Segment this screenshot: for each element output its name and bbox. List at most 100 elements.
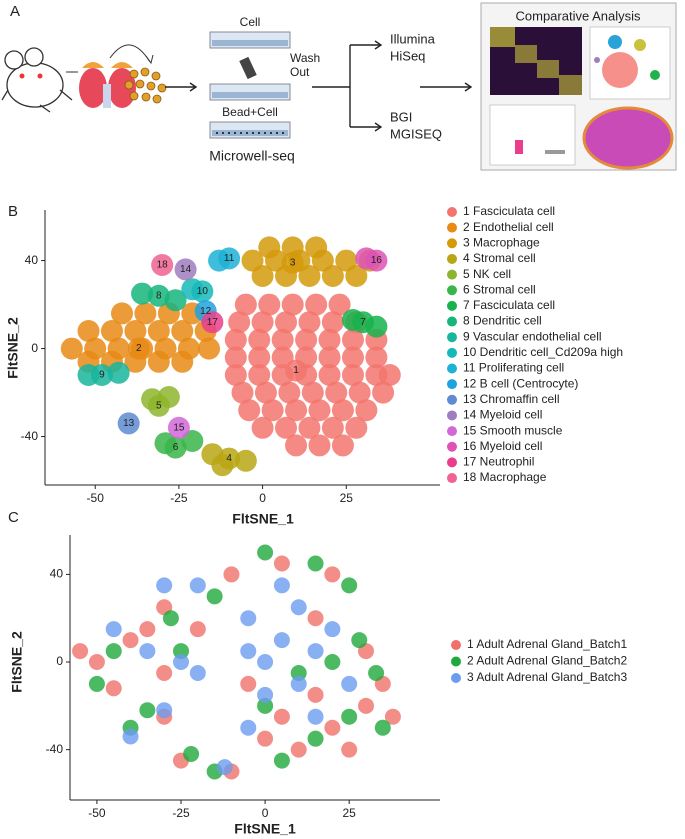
cell-cluster-point — [285, 434, 308, 457]
cell-cluster-point — [301, 381, 324, 404]
legend-swatch — [447, 473, 457, 484]
panel-a: A Cell — [1, 2, 677, 171]
cell-cluster-point — [139, 621, 156, 638]
cell-cluster-point — [154, 432, 177, 455]
cell-cluster-point — [341, 309, 364, 331]
arrow — [109, 44, 151, 63]
cell-cluster-point — [107, 361, 130, 384]
cell-cluster-point — [308, 399, 331, 422]
cell-cluster-point — [307, 643, 324, 660]
cell-cluster-point — [331, 399, 354, 422]
cell-cluster-point — [331, 434, 354, 457]
cell-cluster-point — [238, 399, 261, 422]
legend-label: 10 Dendritic cell_Cd209a high — [463, 345, 623, 359]
cell-cluster-point — [321, 416, 344, 439]
cell-cluster-point — [234, 449, 257, 472]
cell-cluster-point — [224, 364, 247, 386]
y-tick-label: -40 — [46, 742, 64, 756]
cluster-label: 10 — [197, 286, 209, 297]
cell-cluster-point — [231, 381, 254, 404]
cluster-label: 11 — [224, 253, 235, 264]
cell-cluster-point — [384, 708, 401, 725]
cell-cluster-point — [240, 610, 257, 627]
legend-swatch — [447, 379, 457, 390]
x-tick-label: 25 — [343, 806, 357, 820]
cell-cluster-point — [318, 328, 341, 351]
cell-cluster-point — [248, 364, 271, 386]
cluster-label: 16 — [371, 255, 383, 266]
cell-cluster-point — [307, 610, 324, 627]
cell-cluster-point — [298, 311, 321, 334]
cell-cluster-point — [341, 346, 364, 369]
cell-cluster-point — [290, 741, 307, 758]
cell-cluster-point — [355, 399, 378, 422]
legend-swatch — [447, 347, 457, 358]
cell-cluster-point — [189, 577, 206, 594]
cell-cluster-point — [189, 664, 206, 681]
bead-label: Bead+Cell — [222, 105, 278, 119]
x-tick-label: -50 — [88, 806, 106, 820]
cell-cluster-point — [341, 364, 364, 386]
cell-cluster-point — [295, 346, 318, 369]
cell-cluster-point — [134, 302, 157, 325]
cluster-label: 4 — [226, 453, 232, 464]
plot-area — [60, 236, 401, 477]
legend-swatch — [447, 222, 457, 233]
cell-cluster-point — [156, 577, 173, 594]
cell-cluster-point — [321, 311, 344, 334]
legend-swatch — [451, 673, 461, 683]
cell-cluster-point — [77, 364, 100, 386]
cluster-label: 9 — [99, 370, 105, 381]
cell-cluster-point — [318, 364, 341, 386]
cell-cluster-point — [164, 289, 187, 312]
legend-swatch — [447, 441, 457, 452]
x-tick-label: -25 — [170, 491, 188, 505]
cell-cluster-point — [257, 697, 274, 714]
cell-cluster-point — [290, 675, 307, 692]
cluster-label: 18 — [157, 260, 169, 271]
cell-cluster-point — [88, 675, 105, 692]
y-axis-title: FltSNE_2 — [5, 317, 21, 379]
legend-label: 1 Adult Adrenal Gland_Batch1 — [467, 637, 627, 651]
legend-swatch — [447, 316, 457, 327]
cell-cluster-point — [321, 265, 344, 287]
cell-cluster-point — [351, 632, 368, 649]
cell-cluster-point — [147, 320, 170, 342]
panel-label: C — [8, 509, 19, 526]
y-tick-label: -40 — [21, 429, 39, 443]
cell-cluster-point — [273, 752, 290, 769]
cell-cluster-point — [365, 346, 388, 369]
cell-cluster-point — [228, 311, 251, 334]
cell-cluster-point — [122, 632, 139, 649]
x-tick-label: -25 — [172, 806, 190, 820]
legend-swatch — [447, 269, 457, 280]
cell-cluster-point — [183, 746, 200, 763]
cluster-label: 7 — [360, 317, 366, 328]
panel-label: B — [8, 203, 18, 220]
cluster-label: 8 — [156, 290, 162, 301]
platform-label: HiSeq — [390, 48, 425, 63]
legend-label: 2 Endothelial cell — [463, 220, 554, 234]
arrow-head — [464, 82, 473, 92]
analysis-thumbnails — [489, 26, 674, 170]
cell-cluster-point — [223, 566, 240, 583]
cell-cluster-point — [124, 350, 147, 373]
cell-cluster-point — [124, 320, 147, 342]
cluster-label: 15 — [173, 422, 185, 433]
cell-cluster-point — [77, 320, 100, 342]
legend-label: 3 Adult Adrenal Gland_Batch3 — [467, 670, 627, 684]
cell-cluster-point — [173, 654, 189, 671]
cell-cluster-point — [173, 643, 189, 660]
cell-cluster-point — [348, 381, 371, 404]
cell-cluster-point — [60, 337, 83, 360]
cluster-label: 3 — [290, 257, 296, 268]
cluster-label: 13 — [123, 418, 135, 429]
legend-label: 7 Fasciculata cell — [463, 298, 555, 312]
legend-label: 17 Neutrophil — [463, 455, 534, 469]
cell-cluster-point — [167, 416, 190, 439]
cell-cluster-point — [122, 728, 139, 745]
cell-cluster-point — [324, 621, 341, 638]
legend-swatch — [447, 332, 457, 343]
mouse-icon — [1, 47, 73, 113]
cell-cluster-point — [201, 311, 224, 334]
